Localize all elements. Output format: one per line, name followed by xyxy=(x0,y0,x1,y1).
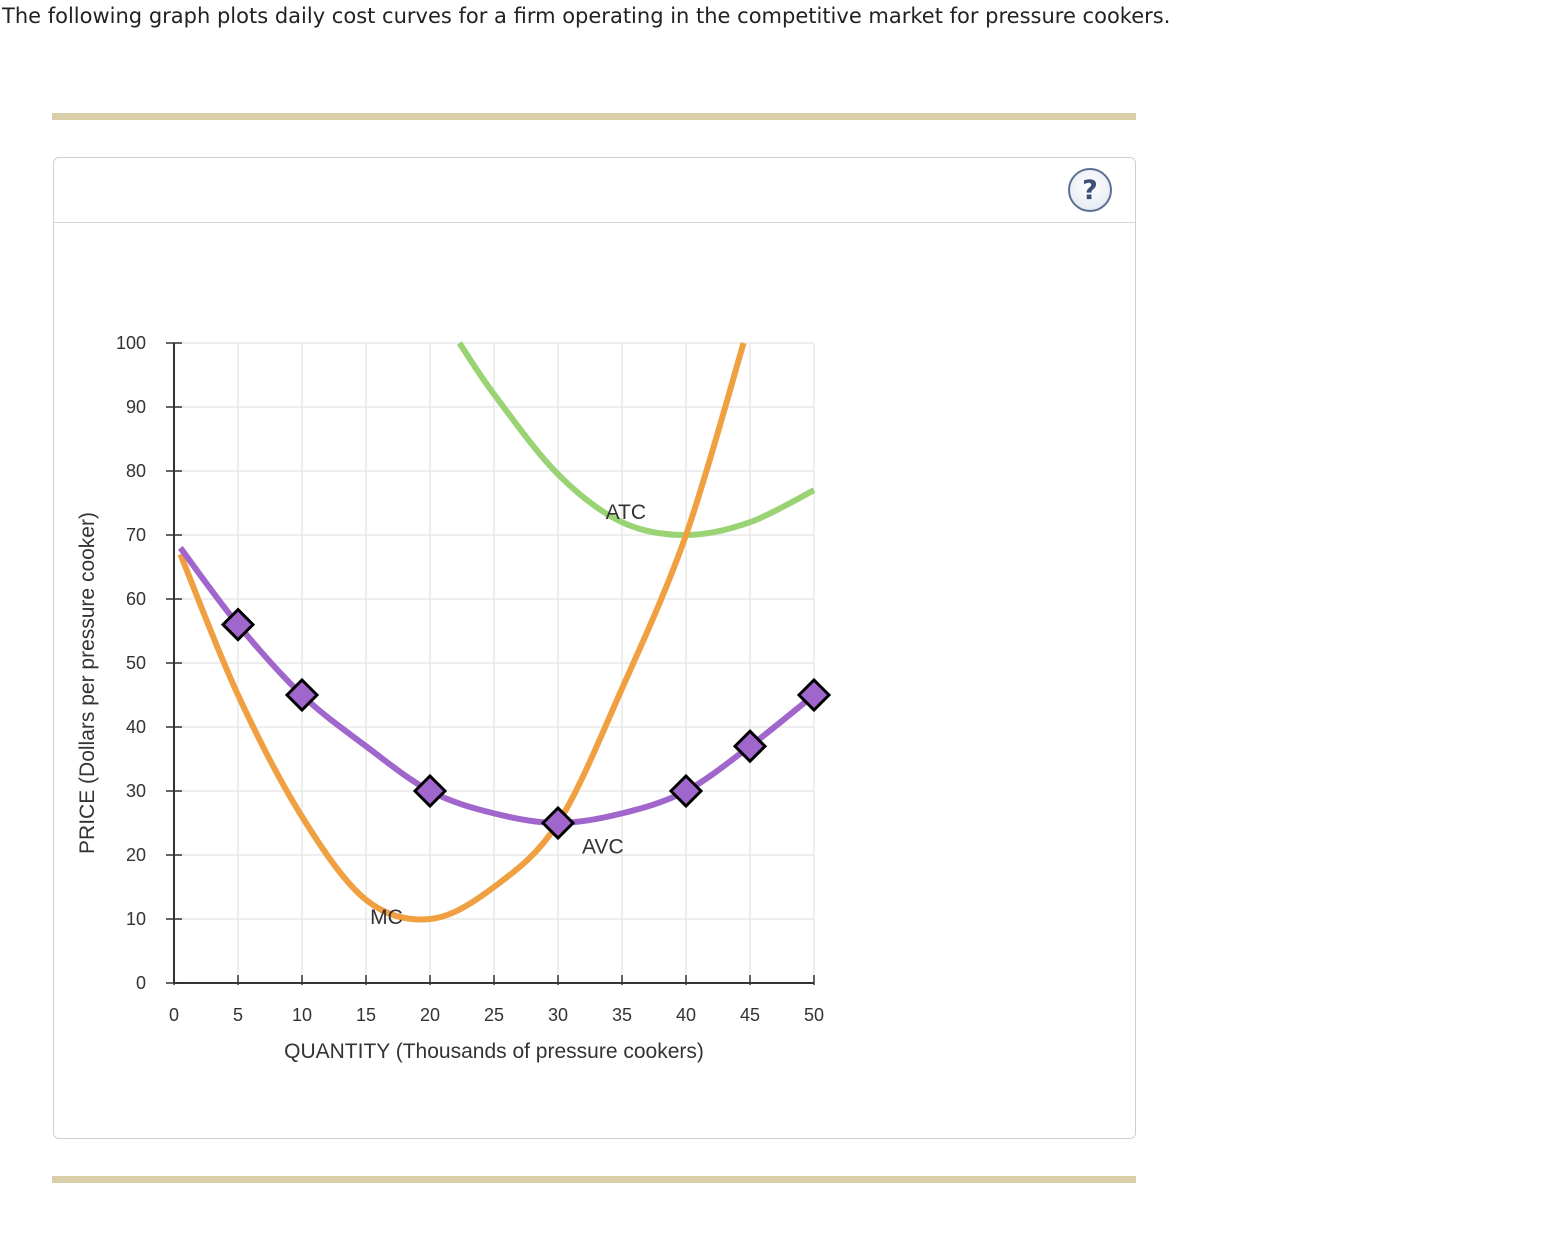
x-tick-label: 35 xyxy=(612,1005,632,1025)
avc-marker[interactable] xyxy=(220,607,256,642)
y-tick-label: 40 xyxy=(126,717,146,737)
avc-marker[interactable] xyxy=(732,729,768,764)
x-tick-label: 50 xyxy=(804,1005,824,1025)
y-tick-label: 80 xyxy=(126,461,146,481)
intro-text: The following graph plots daily cost cur… xyxy=(2,4,1171,28)
y-tick-label: 0 xyxy=(136,973,146,993)
avc-marker[interactable] xyxy=(412,773,448,809)
x-tick-label: 5 xyxy=(233,1005,243,1025)
x-tick-label: 40 xyxy=(676,1005,696,1025)
y-tick-label: 100 xyxy=(116,333,146,353)
avc-marker[interactable] xyxy=(540,805,576,841)
avc-marker[interactable] xyxy=(668,773,704,809)
top-divider xyxy=(52,113,1136,120)
y-tick-label: 10 xyxy=(126,909,146,929)
y-tick-label: 90 xyxy=(126,397,146,417)
y-tick-label: 20 xyxy=(126,845,146,865)
y-axis-title: PRICE (Dollars per pressure cooker) xyxy=(76,512,99,854)
x-tick-label: 45 xyxy=(740,1005,760,1025)
curves xyxy=(177,341,816,923)
avc-marker[interactable] xyxy=(796,677,832,713)
x-tick-label: 30 xyxy=(548,1005,568,1025)
atc-label: ATC xyxy=(606,501,646,524)
x-tick-label: 15 xyxy=(356,1005,376,1025)
x-tick-label: 20 xyxy=(420,1005,440,1025)
x-tick-label: 25 xyxy=(484,1005,504,1025)
y-tick-label: 70 xyxy=(126,525,146,545)
mc-label: MC xyxy=(370,906,403,929)
axes: 0 5 10 15 20 25 30 35 40 45 50 0 10 20 30 40 50 60 70 80 90 1… xyxy=(116,333,824,1025)
avc-label: AVC xyxy=(582,836,624,859)
y-tick-label: 50 xyxy=(126,653,146,673)
y-tick-label: 30 xyxy=(126,781,146,801)
atc-curve xyxy=(456,341,816,538)
x-axis-title: QUANTITY (Thousands of pressure cookers) xyxy=(284,1040,704,1063)
avc-curve xyxy=(177,546,816,826)
x-tick-label: 0 xyxy=(169,1005,179,1025)
grid xyxy=(174,342,815,983)
graph-panel: ? xyxy=(53,157,1136,1139)
x-tick-label: 10 xyxy=(292,1005,312,1025)
avc-marker[interactable] xyxy=(284,677,320,713)
panel-header: ? xyxy=(54,158,1135,223)
bottom-divider xyxy=(52,1176,1136,1183)
curve-labels: MC ATC AVC xyxy=(370,501,646,929)
avc-markers xyxy=(220,607,832,841)
help-button[interactable]: ? xyxy=(1068,168,1112,212)
y-tick-label: 60 xyxy=(126,589,146,609)
mc-curve xyxy=(177,342,747,923)
